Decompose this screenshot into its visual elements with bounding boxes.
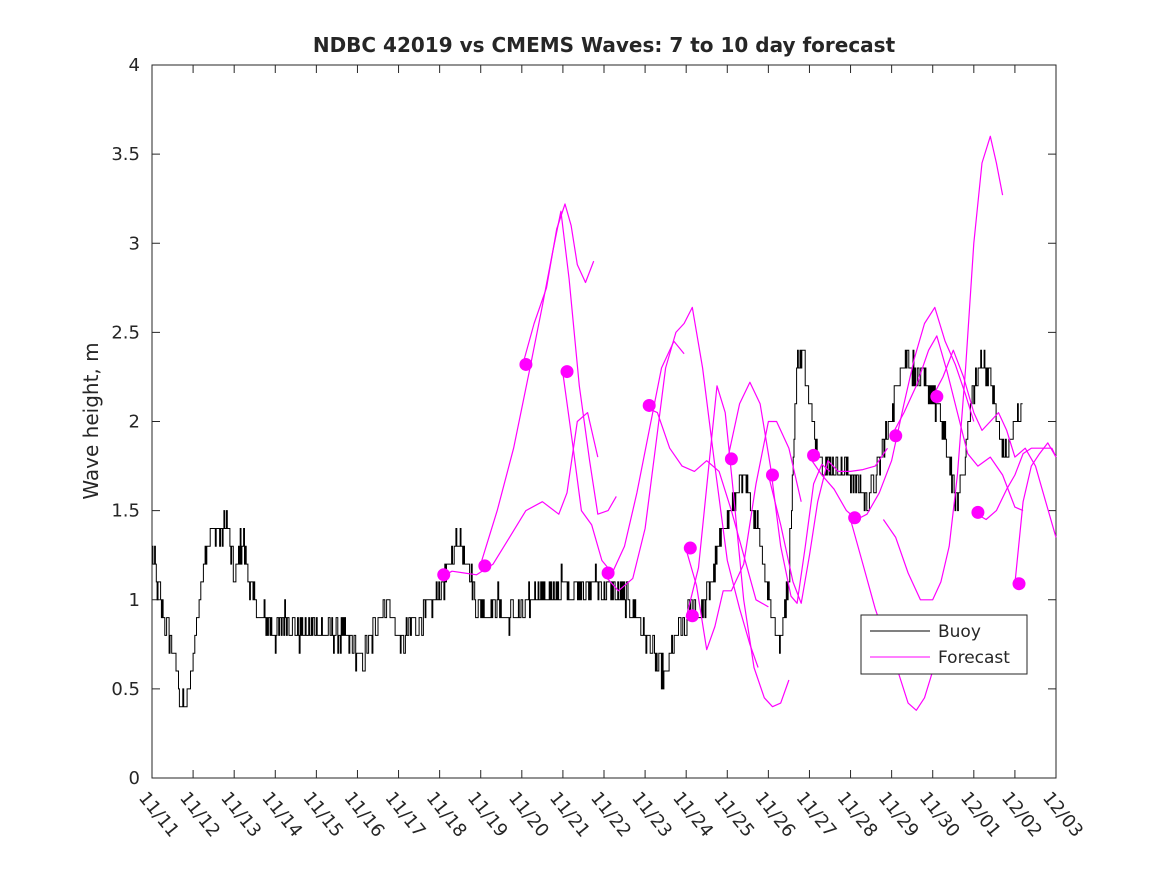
y-tick-labels: 0 0.5 1 1.5 2 2.5 3 3.5 4 bbox=[111, 55, 140, 789]
forecast-line bbox=[882, 135, 1004, 601]
legend-box bbox=[860, 614, 1028, 675]
forecast-line bbox=[973, 447, 1057, 521]
forecast-line bbox=[767, 447, 888, 604]
forecast-marker bbox=[519, 357, 533, 371]
y-tick-label: 1.5 bbox=[111, 501, 140, 522]
forecast-line bbox=[1014, 442, 1057, 584]
y-tick-label: 0.5 bbox=[111, 679, 140, 700]
y-axis-label: Wave height, m bbox=[79, 342, 103, 499]
forecast-marker bbox=[765, 468, 779, 482]
y-tick-label: 1 bbox=[129, 590, 140, 611]
forecast-marker bbox=[930, 390, 944, 404]
axis-ticks bbox=[151, 64, 1057, 779]
forecast-marker bbox=[685, 609, 699, 623]
forecast-line bbox=[480, 210, 617, 565]
forecast-marker bbox=[848, 511, 862, 525]
buoy-series bbox=[152, 349, 1023, 708]
legend-buoy-label: Buoy bbox=[938, 622, 981, 642]
forecast-line bbox=[891, 335, 1024, 512]
forecast-line bbox=[685, 420, 802, 651]
legend-forecast-label: Forecast bbox=[938, 648, 1010, 668]
forecast-line bbox=[726, 381, 831, 604]
forecast-line bbox=[562, 340, 685, 574]
forecast-series bbox=[439, 135, 1057, 711]
forecast-marker bbox=[683, 541, 697, 555]
forecast-marker bbox=[1012, 577, 1026, 591]
buoy-line bbox=[152, 349, 1023, 708]
y-tick-label: 0 bbox=[129, 768, 140, 789]
forecast-marker bbox=[889, 429, 903, 443]
forecast-markers bbox=[437, 357, 1026, 623]
chart-title: NDBC 42019 vs CMEMS Waves: 7 to 10 day f… bbox=[313, 33, 896, 57]
forecast-line bbox=[644, 406, 769, 608]
forecast-marker bbox=[437, 568, 451, 582]
forecast-marker bbox=[642, 398, 656, 412]
forecast-line bbox=[439, 412, 599, 579]
y-tick-label: 4 bbox=[129, 55, 140, 76]
y-tick-label: 3.5 bbox=[111, 144, 140, 165]
forecast-line bbox=[685, 385, 790, 708]
forecast-line bbox=[603, 306, 759, 668]
forecast-line bbox=[521, 203, 595, 369]
legend: Buoy Forecast bbox=[860, 614, 1028, 675]
y-tick-label: 3 bbox=[129, 233, 140, 254]
forecast-marker bbox=[971, 505, 985, 519]
forecast-marker bbox=[724, 452, 738, 466]
forecast-marker bbox=[560, 365, 574, 379]
y-tick-label: 2 bbox=[129, 412, 140, 433]
y-tick-label: 2.5 bbox=[111, 322, 140, 343]
forecast-marker bbox=[601, 566, 615, 580]
forecast-marker bbox=[807, 448, 821, 462]
forecast-marker bbox=[478, 559, 492, 573]
